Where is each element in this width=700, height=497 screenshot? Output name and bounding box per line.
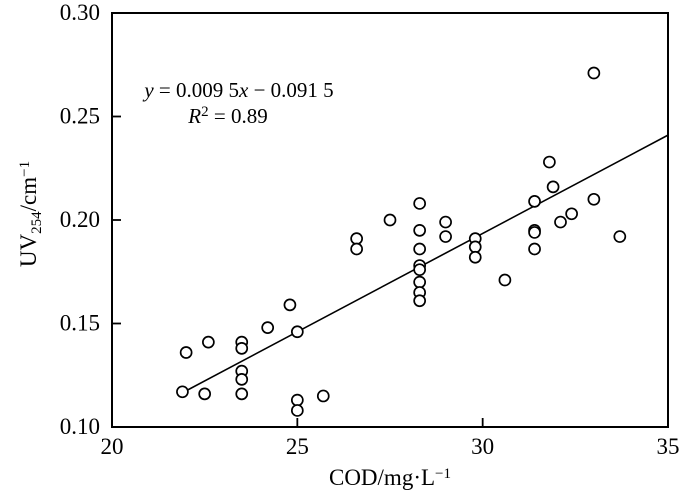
data-point bbox=[198, 387, 212, 401]
x-tick-label: 25 bbox=[286, 434, 309, 459]
data-point bbox=[350, 232, 363, 245]
data-point bbox=[468, 240, 482, 254]
data-point bbox=[554, 215, 567, 229]
y-axis-title-exponent: −1 bbox=[17, 161, 33, 177]
y-axis-title-subscript: 254 bbox=[29, 211, 45, 234]
data-point bbox=[439, 230, 452, 243]
equation-y-var: y bbox=[142, 78, 154, 102]
y-tick-label: 0.25 bbox=[60, 104, 100, 129]
r-value: = 0.89 bbox=[209, 104, 268, 128]
data-point bbox=[498, 273, 512, 287]
regression-equation: y = 0.009 5x − 0.091 5 bbox=[142, 78, 333, 102]
y-axis-title-main: UV bbox=[16, 233, 41, 267]
data-point bbox=[290, 325, 304, 339]
data-point bbox=[290, 404, 304, 417]
data-point bbox=[413, 224, 427, 237]
data-point bbox=[283, 298, 297, 312]
data-point bbox=[316, 389, 330, 403]
r-squared-label: R2 = 0.89 bbox=[187, 104, 267, 128]
data-point bbox=[528, 226, 541, 239]
chart-plot-area: 20 25 30 35 0.10 0.15 0.20 0.25 0.30 bbox=[60, 0, 680, 459]
x-axis-title-main: COD/mg·L bbox=[329, 465, 435, 490]
data-point bbox=[290, 393, 304, 407]
y-axis-title: UV254/cm−1 bbox=[16, 161, 45, 267]
equation-slope-part: = 0.009 5 bbox=[154, 78, 239, 102]
data-point bbox=[528, 242, 541, 256]
data-point bbox=[350, 242, 363, 256]
data-point bbox=[413, 275, 427, 289]
data-point bbox=[261, 321, 275, 334]
data-point bbox=[413, 242, 427, 256]
data-point bbox=[528, 195, 541, 208]
x-tick-label: 30 bbox=[471, 434, 494, 459]
equation-x-var: x bbox=[238, 78, 249, 102]
x-axis-title: COD/mg·L−1 bbox=[329, 465, 451, 490]
data-point bbox=[413, 197, 427, 210]
plot-frame bbox=[111, 12, 669, 428]
equation-intercept-part: − 0.091 5 bbox=[248, 78, 333, 102]
data-point bbox=[613, 230, 627, 243]
data-point bbox=[543, 155, 556, 169]
data-point bbox=[439, 215, 452, 229]
r-symbol: R bbox=[187, 104, 201, 128]
x-tick-label: 35 bbox=[657, 434, 680, 459]
data-point bbox=[383, 213, 397, 227]
data-point bbox=[235, 341, 249, 355]
data-point bbox=[587, 192, 601, 206]
x-axis-title-exponent: −1 bbox=[435, 466, 451, 482]
data-point bbox=[235, 387, 249, 401]
x-tick-label: 20 bbox=[101, 434, 124, 459]
y-tick-label: 0.20 bbox=[60, 207, 100, 232]
data-point bbox=[202, 335, 215, 349]
data-point bbox=[587, 66, 601, 80]
r-exponent: 2 bbox=[201, 104, 209, 120]
data-point bbox=[546, 180, 560, 194]
data-point bbox=[468, 250, 482, 264]
data-point bbox=[565, 207, 578, 221]
y-tick-label: 0.30 bbox=[60, 0, 100, 25]
data-point bbox=[235, 373, 249, 386]
y-tick-label: 0.10 bbox=[60, 414, 100, 439]
y-tick-label: 0.15 bbox=[60, 311, 100, 336]
data-point bbox=[176, 385, 189, 399]
data-point bbox=[413, 263, 427, 277]
y-axis-title-unit: /cm bbox=[16, 177, 41, 212]
data-point bbox=[179, 346, 193, 359]
data-point bbox=[413, 294, 427, 308]
